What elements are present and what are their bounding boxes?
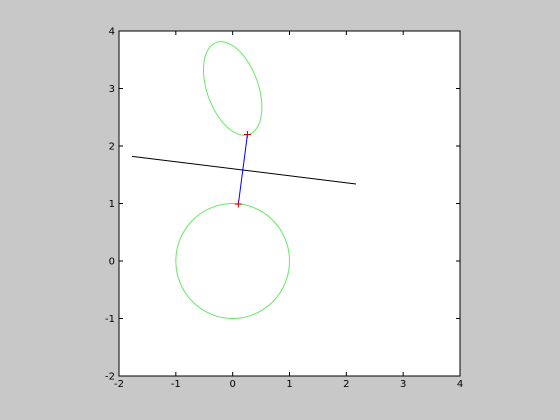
y-tick-label: 4 [109,27,115,38]
y-tick-label: 3 [109,84,115,95]
plus-marker [243,131,251,138]
axes-background [119,31,460,376]
y-tick-label: -1 [105,314,115,325]
x-tick-label: 3 [400,379,406,390]
y-axis: -2 -1 0 1 2 3 4 [105,27,460,383]
x-axis: -2 -1 0 1 2 3 4 [114,31,463,390]
y-tick-label: 1 [109,199,115,210]
series-circle [175,203,291,319]
series-line-segment [132,155,357,185]
x-tick-label: 2 [343,379,349,390]
x-tick-label: -2 [114,379,124,390]
y-tick-label: -2 [105,372,115,383]
x-tick-label: -1 [171,379,181,390]
plot-layer [132,41,357,319]
series-link-segment [237,134,248,205]
x-tick-label: 4 [457,379,463,390]
plus-marker [234,200,242,208]
y-tick-label: 0 [109,257,115,268]
x-tick-label: 1 [286,379,292,390]
x-tick-label: 0 [229,379,235,390]
y-tick-label: 2 [109,142,115,153]
